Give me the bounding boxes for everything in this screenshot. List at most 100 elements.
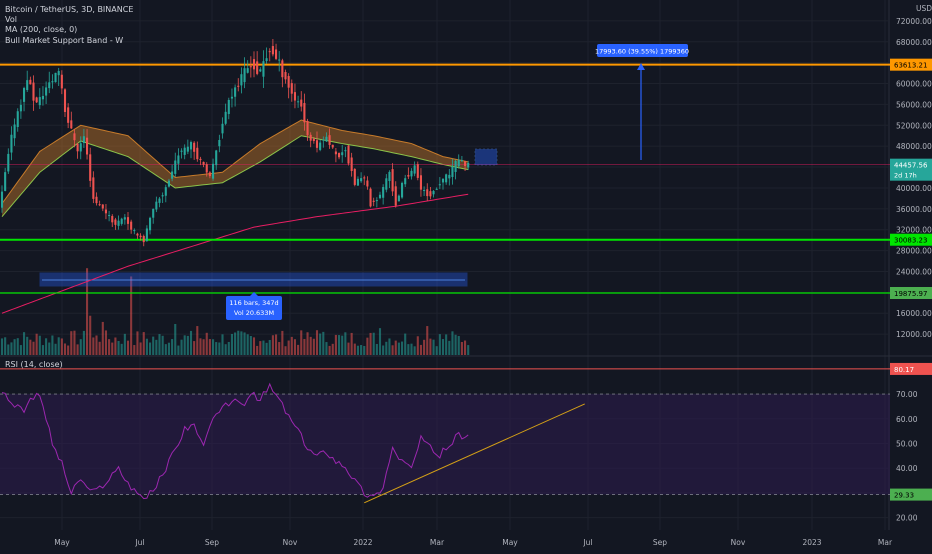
candle-body bbox=[262, 61, 265, 77]
legend-volume[interactable]: Vol bbox=[5, 15, 17, 24]
price-tick-label: 48000.00 bbox=[896, 142, 932, 151]
rsi-tick-label: 40.00 bbox=[896, 464, 918, 473]
volume-bar bbox=[98, 341, 101, 355]
date-range-box bbox=[39, 272, 468, 287]
candle-body bbox=[199, 158, 202, 161]
candle-body bbox=[67, 107, 70, 123]
volume-bar bbox=[284, 346, 287, 355]
candle-body bbox=[325, 136, 328, 142]
volume-bar bbox=[410, 343, 413, 355]
volume-bar bbox=[29, 339, 32, 355]
volume-bar bbox=[186, 335, 189, 355]
legend-rsi[interactable]: RSI (14, close) bbox=[5, 360, 63, 369]
candle-body bbox=[306, 121, 309, 136]
volume-bar bbox=[130, 276, 133, 355]
candle-body bbox=[297, 101, 300, 103]
volume-bar bbox=[41, 345, 44, 355]
candle-body bbox=[454, 160, 457, 172]
candle-body bbox=[416, 164, 419, 178]
candle-body bbox=[391, 169, 394, 192]
volume-bar bbox=[249, 335, 252, 355]
candle-body bbox=[278, 59, 281, 61]
volume-bar bbox=[164, 344, 167, 355]
candle-body bbox=[48, 82, 51, 89]
volume-bar bbox=[215, 342, 218, 355]
candle-body bbox=[57, 71, 60, 76]
candle-body bbox=[268, 51, 271, 53]
currency-label: USDT bbox=[916, 4, 932, 13]
rsi-lower-tag: 29.33 bbox=[894, 492, 914, 500]
rsi-band-fill bbox=[0, 394, 890, 495]
price-tick-label: 60000.00 bbox=[896, 80, 932, 89]
volume-bar bbox=[460, 342, 463, 355]
time-tick-label: Nov bbox=[731, 538, 746, 547]
candle-body bbox=[419, 175, 422, 190]
volume-bar bbox=[341, 335, 344, 355]
candle-body bbox=[309, 134, 312, 141]
candle-body bbox=[385, 178, 388, 190]
candle-body bbox=[167, 180, 170, 187]
candle-body bbox=[54, 72, 57, 83]
volume-bar bbox=[111, 342, 114, 355]
volume-bar bbox=[338, 335, 341, 355]
volume-bar bbox=[464, 340, 467, 355]
candle-body bbox=[10, 134, 13, 153]
candle-body bbox=[432, 190, 435, 195]
time-tick-label: Sep bbox=[205, 538, 219, 547]
rsi-tick-label: 60.00 bbox=[896, 415, 918, 424]
candle-body bbox=[369, 188, 372, 207]
candle-body bbox=[19, 104, 22, 112]
volume-bar bbox=[7, 344, 10, 355]
legend-bull-band[interactable]: Bull Market Support Band - W bbox=[5, 36, 124, 45]
candle-body bbox=[180, 150, 183, 152]
candle-body bbox=[45, 87, 48, 96]
volume-bar bbox=[265, 342, 268, 355]
volume-bar bbox=[174, 324, 177, 355]
candle-body bbox=[275, 49, 278, 59]
volume-bar bbox=[309, 336, 312, 355]
volume-bar bbox=[322, 331, 325, 355]
volume-bar bbox=[246, 334, 249, 355]
volume-bar bbox=[117, 340, 120, 355]
candle-body bbox=[23, 88, 26, 102]
volume-bar bbox=[54, 343, 57, 355]
volume-bar bbox=[86, 268, 89, 355]
volume-bar bbox=[101, 321, 104, 355]
volume-bar bbox=[397, 342, 400, 355]
volume-bar bbox=[382, 345, 385, 355]
volume-bar bbox=[401, 341, 404, 355]
volume-bar bbox=[404, 333, 407, 355]
candle-body bbox=[202, 161, 205, 165]
candle-body bbox=[123, 217, 126, 220]
volume-bar bbox=[76, 344, 79, 355]
volume-bar bbox=[369, 332, 372, 355]
volume-bar bbox=[429, 338, 432, 355]
volume-bar bbox=[287, 340, 290, 355]
legend-ma200[interactable]: MA (200, close, 0) bbox=[5, 25, 78, 34]
volume-bar bbox=[48, 342, 51, 355]
volume-bar bbox=[155, 339, 158, 355]
volume-bar bbox=[23, 332, 26, 355]
volume-bar bbox=[394, 340, 397, 355]
candle-body bbox=[186, 146, 189, 152]
volume-bar bbox=[432, 339, 435, 355]
candle-body bbox=[353, 168, 356, 185]
symbol-title[interactable]: Bitcoin / TetherUS, 3D, BINANCE bbox=[5, 5, 134, 14]
volume-bar bbox=[413, 346, 416, 355]
candle-body bbox=[86, 137, 89, 155]
candle-body bbox=[4, 172, 7, 191]
candle-body bbox=[32, 82, 35, 101]
candle-body bbox=[98, 204, 101, 206]
volume-bar bbox=[419, 344, 422, 355]
time-tick-label: Sep bbox=[653, 538, 667, 547]
candle-body bbox=[164, 187, 167, 196]
candle-body bbox=[451, 166, 454, 177]
candle-body bbox=[35, 97, 38, 103]
volume-bar bbox=[366, 337, 369, 355]
bull-band-fill bbox=[2, 120, 469, 217]
candle-body bbox=[331, 144, 334, 148]
volume-bar bbox=[32, 341, 35, 355]
volume-bar bbox=[51, 335, 54, 355]
